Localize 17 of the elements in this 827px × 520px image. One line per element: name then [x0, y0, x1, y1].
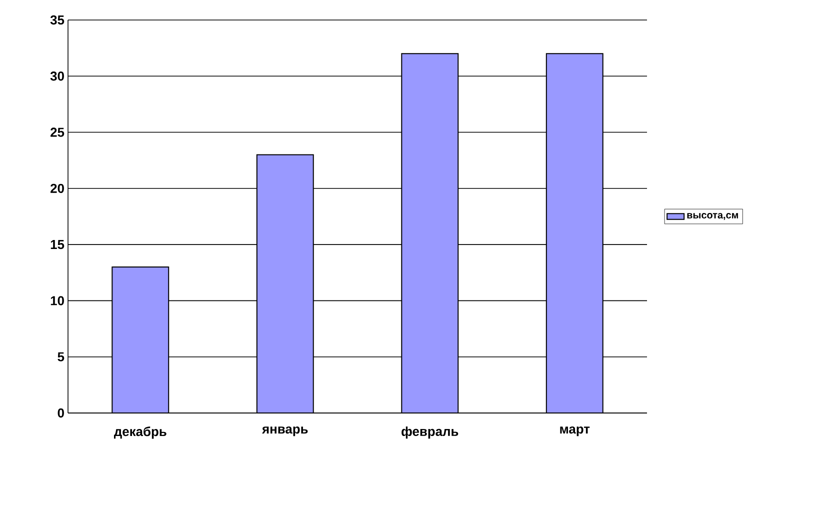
bar — [546, 53, 604, 413]
y-tick-label: 5 — [58, 352, 64, 362]
y-tick-label: 0 — [58, 408, 64, 418]
x-tick-label: декабрь — [114, 426, 166, 439]
legend-label: высота,см — [687, 213, 738, 220]
x-tick-label: февраль — [402, 426, 458, 439]
bar — [112, 266, 170, 413]
y-tick-label: 30 — [50, 72, 64, 81]
y-tick-label: 35 — [50, 15, 64, 25]
y-tick-label: 15 — [50, 240, 64, 250]
y-tick-label: 20 — [50, 184, 64, 193]
y-tick-label: 25 — [50, 128, 64, 137]
x-tick-label: март — [560, 426, 590, 436]
y-tick-label: 10 — [50, 296, 64, 306]
bar — [401, 53, 459, 413]
x-tick-label: январь — [262, 426, 308, 436]
bar — [256, 154, 314, 413]
